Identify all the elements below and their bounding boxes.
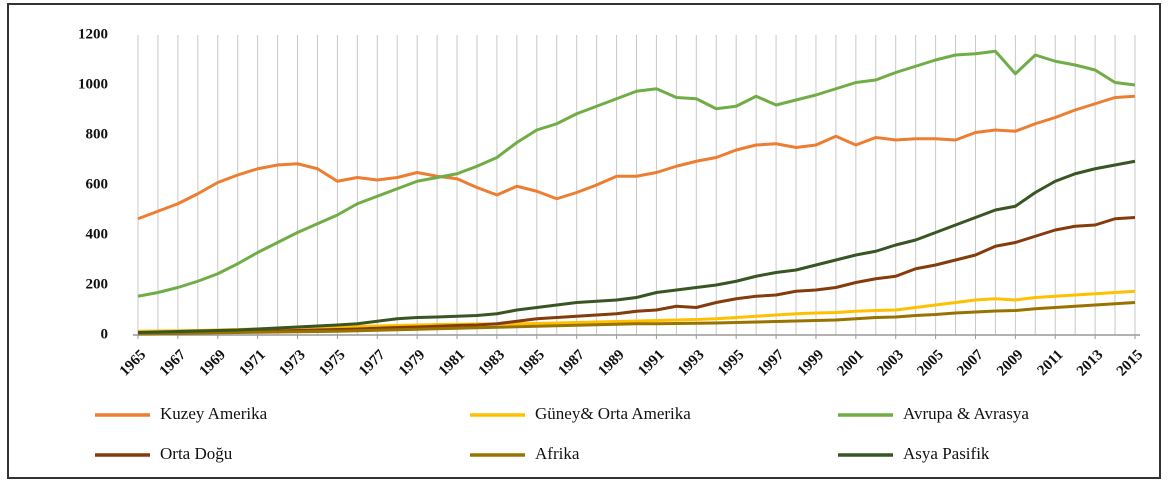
series-line bbox=[137, 94, 1136, 221]
x-tick-label: 1967 bbox=[157, 347, 190, 380]
x-tick-label: 1973 bbox=[276, 347, 309, 380]
series-line bbox=[137, 49, 1136, 298]
y-tick-label: 200 bbox=[86, 276, 109, 292]
x-tick-label: 1977 bbox=[356, 347, 389, 380]
x-tick-label: 2005 bbox=[914, 347, 947, 380]
legend-label: Afrika bbox=[535, 444, 580, 463]
x-tick-label: 1991 bbox=[635, 347, 668, 380]
legend-label: Avrupa & Avrasya bbox=[903, 404, 1029, 423]
legend-label: Asya Pasifik bbox=[903, 444, 990, 463]
x-tick-label: 1975 bbox=[316, 347, 349, 380]
x-tick-label: 1995 bbox=[715, 347, 748, 380]
x-tick-label: 2009 bbox=[994, 347, 1027, 380]
y-tick-label: 1200 bbox=[78, 26, 108, 42]
legend-label: Güney& Orta Amerika bbox=[535, 404, 691, 423]
x-tick-label: 1987 bbox=[555, 347, 588, 380]
x-tick-label: 2013 bbox=[1074, 347, 1107, 380]
x-tick-label: 1981 bbox=[436, 347, 469, 380]
series-line bbox=[137, 301, 1136, 336]
x-tick-label: 1989 bbox=[595, 347, 628, 380]
x-tick-label: 1969 bbox=[196, 347, 229, 380]
x-tick-label: 2015 bbox=[1114, 347, 1147, 380]
x-tick-label: 1983 bbox=[476, 347, 509, 380]
y-tick-label: 1000 bbox=[78, 76, 108, 92]
y-tick-label: 800 bbox=[86, 126, 109, 142]
frame bbox=[7, 3, 1161, 479]
x-tick-label: 1965 bbox=[117, 347, 150, 380]
x-tick-label: 1985 bbox=[516, 347, 549, 380]
x-tick-label: 2011 bbox=[1035, 347, 1067, 379]
x-tick-label: 1979 bbox=[396, 347, 429, 380]
legend-label: Kuzey Amerika bbox=[160, 404, 268, 423]
series-line bbox=[137, 159, 1136, 334]
x-tick-label: 2003 bbox=[874, 347, 907, 380]
x-tick-label: 1999 bbox=[795, 347, 828, 380]
y-tick-label: 600 bbox=[86, 176, 109, 192]
y-tick-label: 0 bbox=[101, 326, 109, 342]
x-tick-label: 2001 bbox=[835, 347, 868, 380]
x-tick-label: 1997 bbox=[755, 347, 788, 380]
legend-label: Orta Doğu bbox=[160, 444, 233, 463]
x-tick-label: 1971 bbox=[236, 347, 269, 380]
x-tick-label: 2007 bbox=[954, 347, 987, 380]
y-tick-label: 400 bbox=[86, 226, 109, 242]
x-tick-label: 1993 bbox=[675, 347, 708, 380]
